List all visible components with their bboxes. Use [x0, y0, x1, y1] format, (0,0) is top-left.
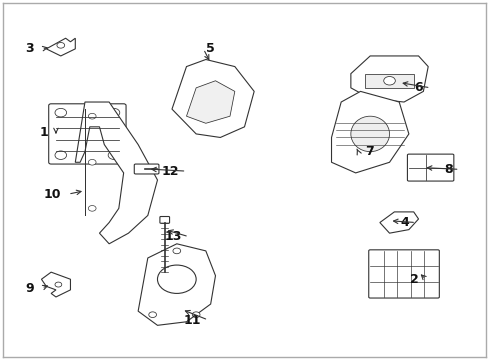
Circle shape — [383, 77, 394, 85]
Polygon shape — [41, 272, 70, 297]
Circle shape — [148, 312, 156, 318]
Ellipse shape — [350, 116, 389, 152]
Text: 13: 13 — [164, 230, 181, 243]
Circle shape — [55, 282, 61, 287]
Text: 8: 8 — [443, 163, 451, 176]
Text: 10: 10 — [43, 188, 61, 201]
Circle shape — [88, 159, 96, 165]
Circle shape — [55, 151, 66, 159]
Text: 12: 12 — [162, 165, 179, 177]
FancyBboxPatch shape — [407, 154, 453, 181]
Polygon shape — [138, 244, 215, 325]
Circle shape — [192, 312, 200, 318]
FancyBboxPatch shape — [49, 104, 126, 164]
Text: 4: 4 — [399, 216, 408, 229]
Circle shape — [57, 42, 64, 48]
Polygon shape — [75, 102, 157, 244]
Text: 2: 2 — [409, 273, 418, 286]
Text: 1: 1 — [40, 126, 49, 139]
Polygon shape — [379, 212, 418, 233]
Polygon shape — [365, 74, 413, 88]
Polygon shape — [172, 59, 254, 138]
Polygon shape — [331, 91, 408, 173]
Text: 6: 6 — [414, 81, 423, 94]
Text: 3: 3 — [25, 42, 34, 55]
Circle shape — [108, 108, 120, 117]
Circle shape — [108, 151, 120, 159]
Text: 9: 9 — [25, 282, 34, 294]
Polygon shape — [186, 81, 234, 123]
Circle shape — [88, 206, 96, 211]
Circle shape — [55, 108, 66, 117]
FancyBboxPatch shape — [134, 164, 159, 174]
Text: 7: 7 — [365, 145, 373, 158]
Text: 11: 11 — [183, 314, 201, 327]
FancyBboxPatch shape — [160, 216, 169, 223]
FancyBboxPatch shape — [368, 250, 438, 298]
Text: 5: 5 — [206, 42, 215, 55]
Circle shape — [173, 248, 180, 254]
Polygon shape — [350, 56, 427, 102]
Circle shape — [88, 113, 96, 119]
Polygon shape — [46, 38, 75, 56]
Circle shape — [157, 265, 196, 293]
